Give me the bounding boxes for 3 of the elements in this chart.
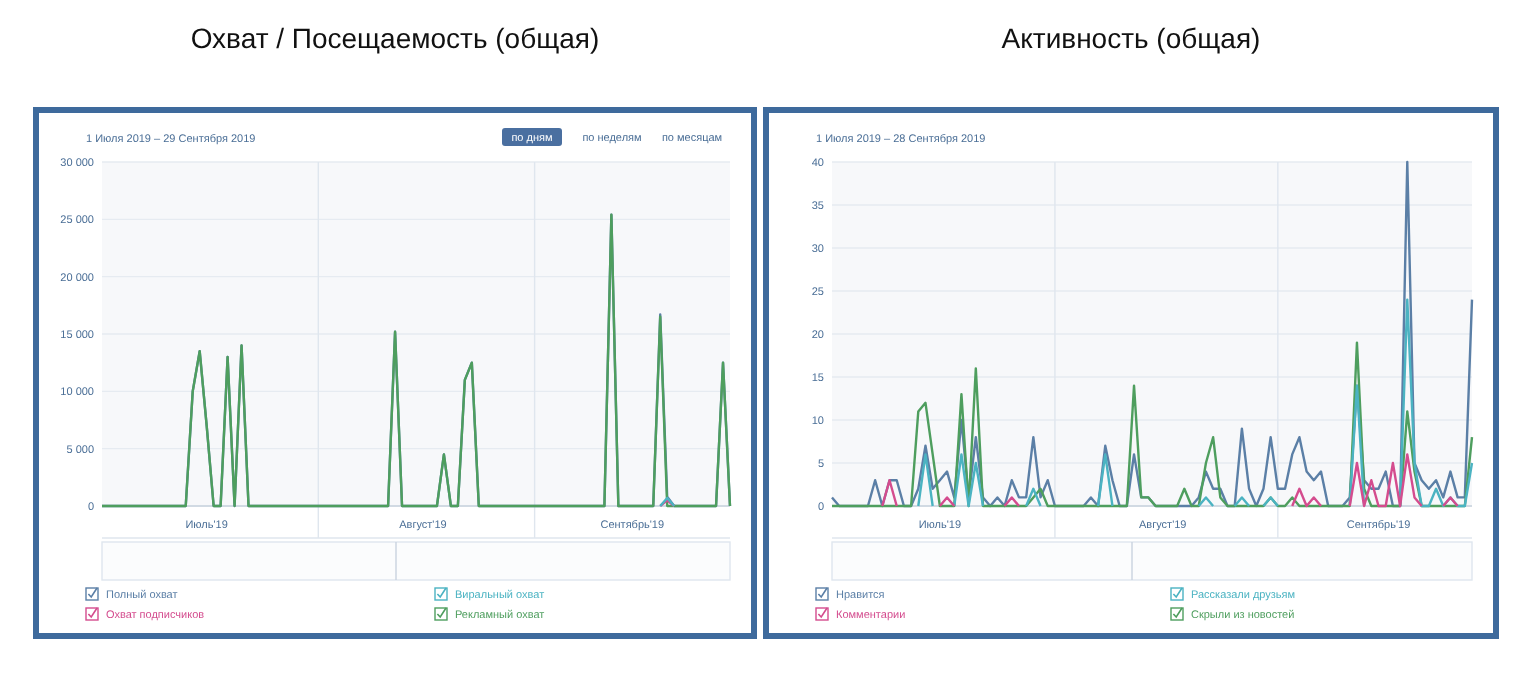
- chart-title: Охват / Посещаемость (общая): [190, 22, 600, 54]
- chart-title: Активность (общая): [1001, 22, 1261, 54]
- line-series: [830, 341, 1474, 508]
